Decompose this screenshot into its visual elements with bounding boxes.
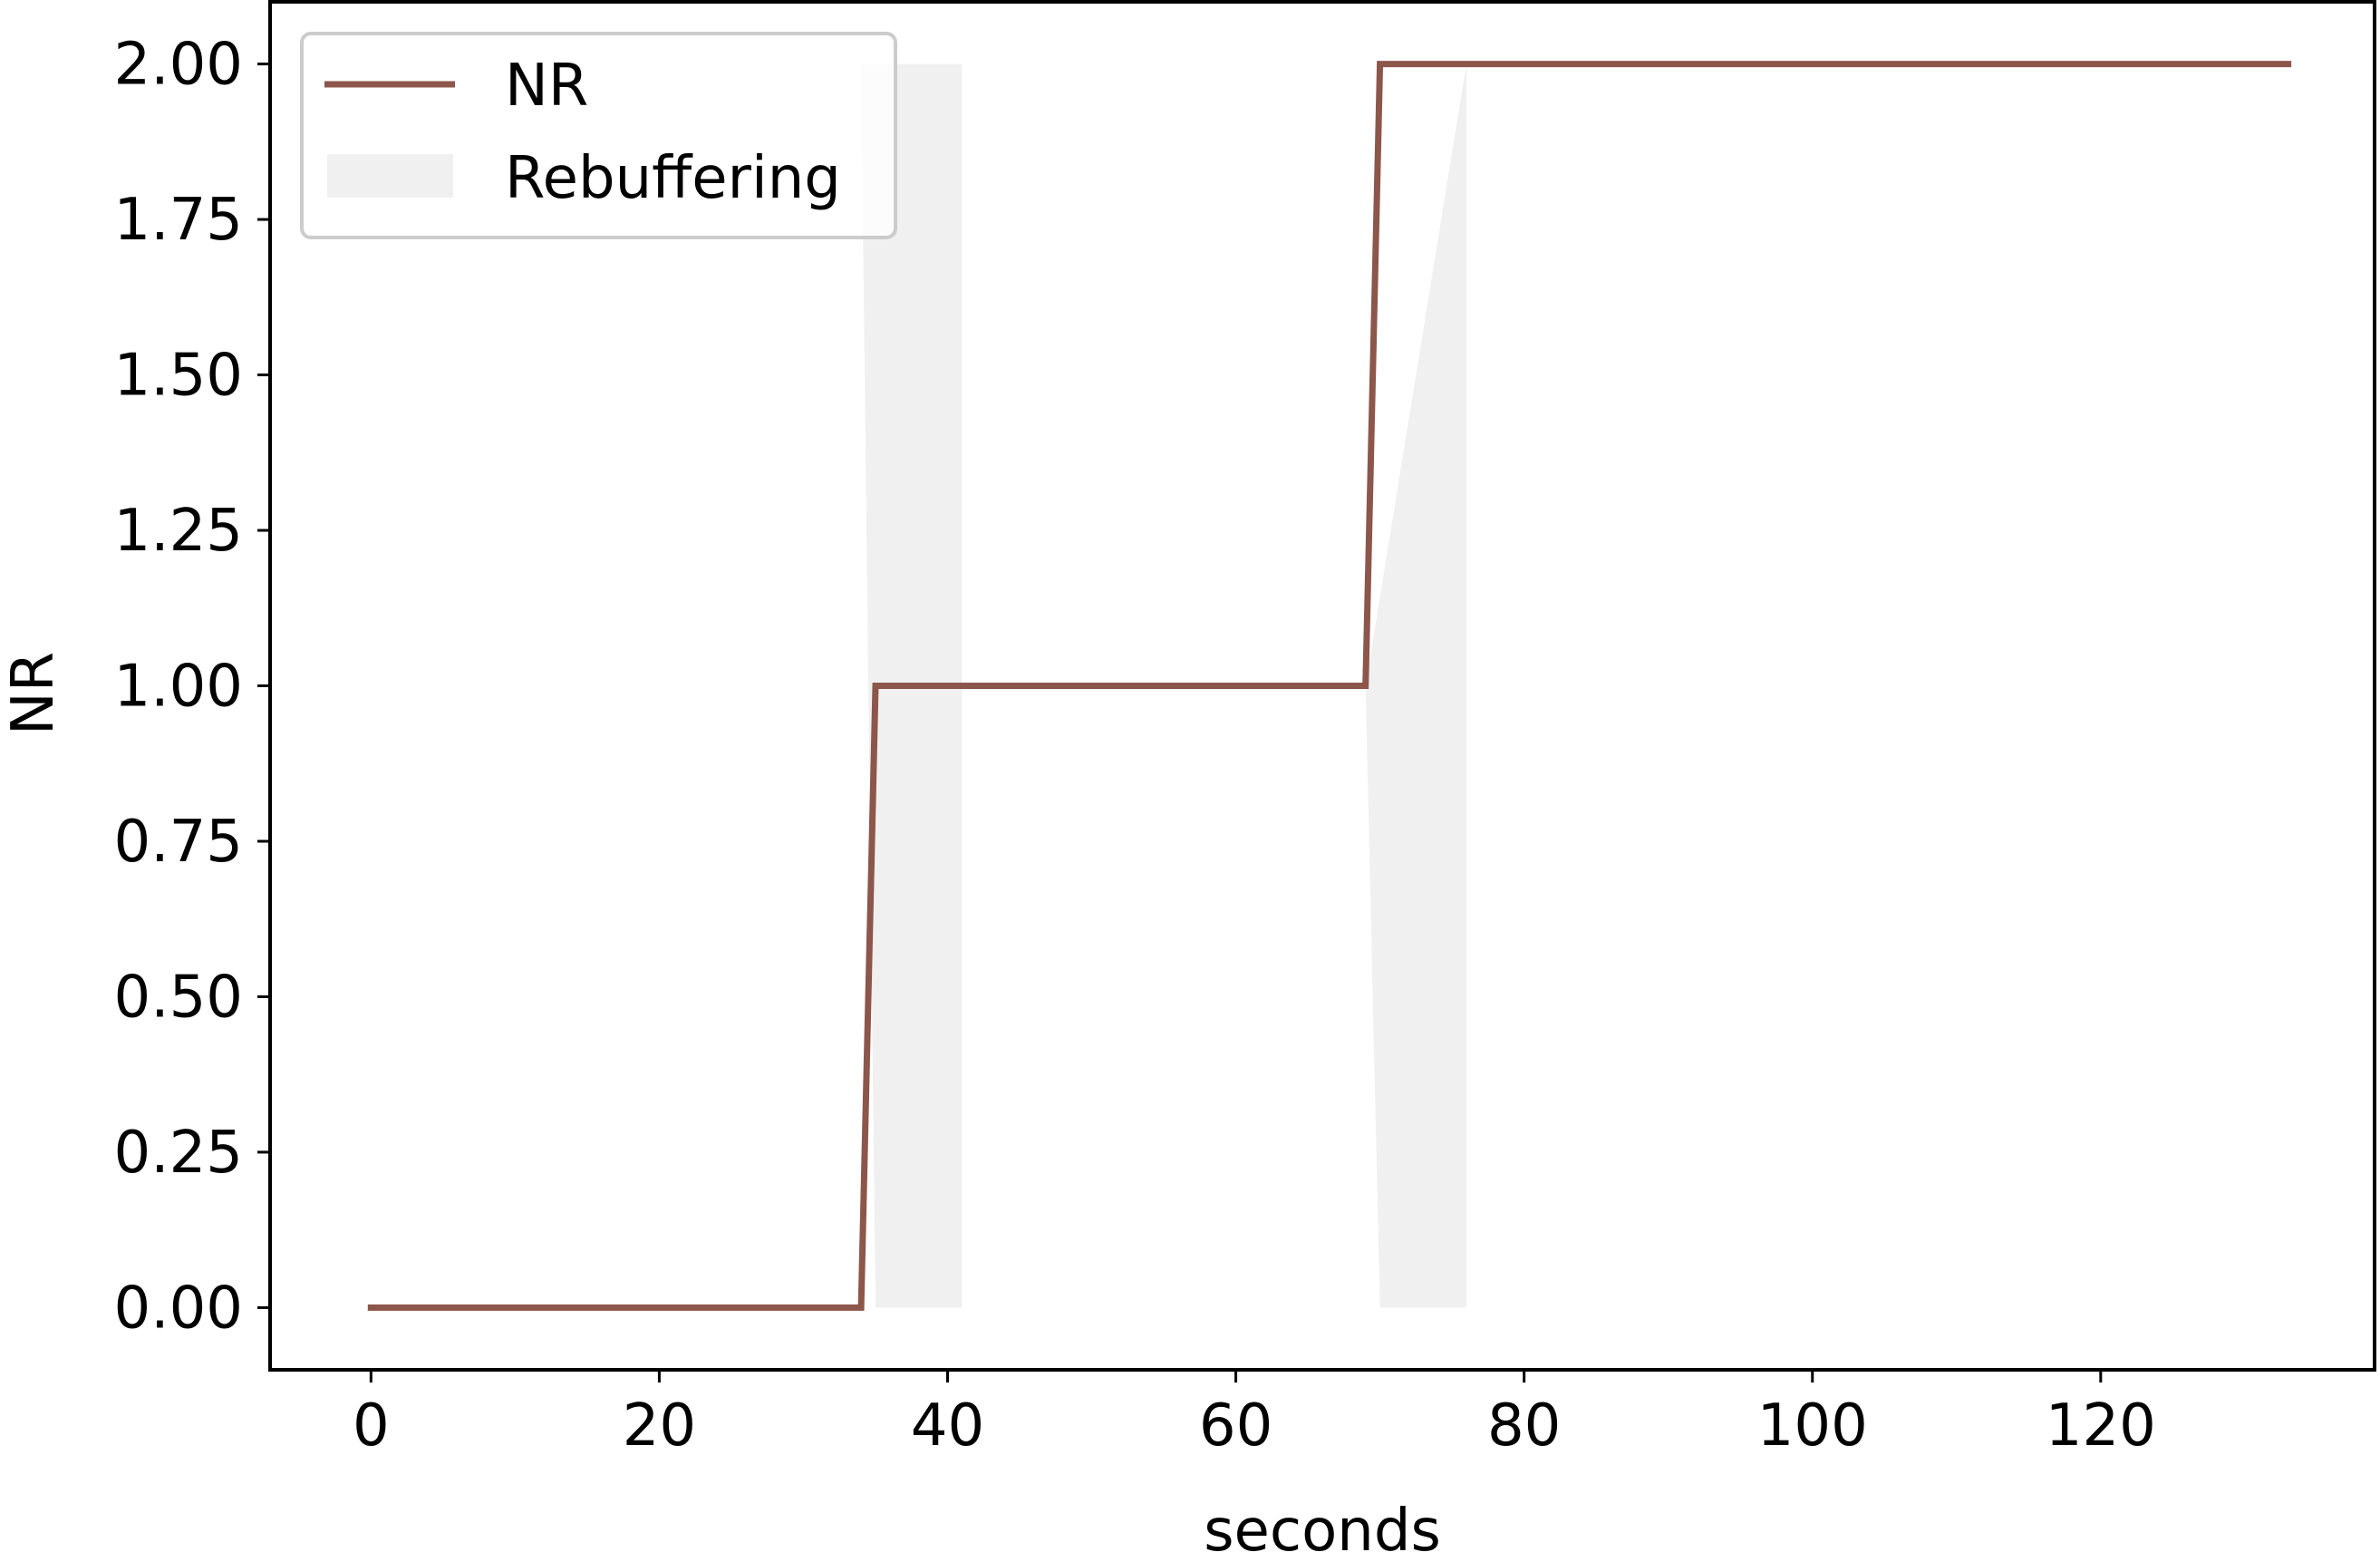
y-tick-label: 1.25 xyxy=(114,498,244,565)
x-tick-label: 120 xyxy=(2046,1392,2156,1460)
x-tick-label: 60 xyxy=(1199,1392,1272,1460)
y-tick-label: 1.75 xyxy=(114,187,244,254)
x-axis: 0 20 40 60 80 100 120 xyxy=(353,1370,2156,1460)
x-axis-title: seconds xyxy=(1204,1498,1441,1562)
y-axis-title: NR xyxy=(0,652,67,735)
y-tick-label: 0.50 xyxy=(114,964,244,1031)
x-tick-label: 0 xyxy=(353,1392,390,1460)
y-tick-label: 1.50 xyxy=(114,343,244,410)
y-tick-label: 0.00 xyxy=(114,1275,244,1342)
y-tick-label: 1.00 xyxy=(114,654,244,721)
x-tick-label: 100 xyxy=(1757,1392,1868,1460)
x-tick-label: 40 xyxy=(911,1392,984,1460)
y-tick-label: 0.75 xyxy=(114,809,244,876)
legend-swatch-rebuffering xyxy=(327,154,453,198)
x-tick-label: 20 xyxy=(623,1392,696,1460)
rebuffering-region-2 xyxy=(1365,63,1466,1308)
series-layer xyxy=(367,61,2292,1311)
legend-label-nr: NR xyxy=(505,53,588,120)
series-line-nr xyxy=(367,61,2292,1311)
x-tick-label: 80 xyxy=(1487,1392,1561,1460)
y-tick-label: 2.00 xyxy=(114,32,244,99)
y-tick-label: 0.25 xyxy=(114,1120,244,1187)
legend: NR Rebuffering xyxy=(300,32,897,239)
legend-label-rebuffering: Rebuffering xyxy=(505,145,841,212)
y-axis: 0.00 0.25 0.50 0.75 1.00 1.25 1.50 1.75 2.00 xyxy=(114,32,270,1342)
